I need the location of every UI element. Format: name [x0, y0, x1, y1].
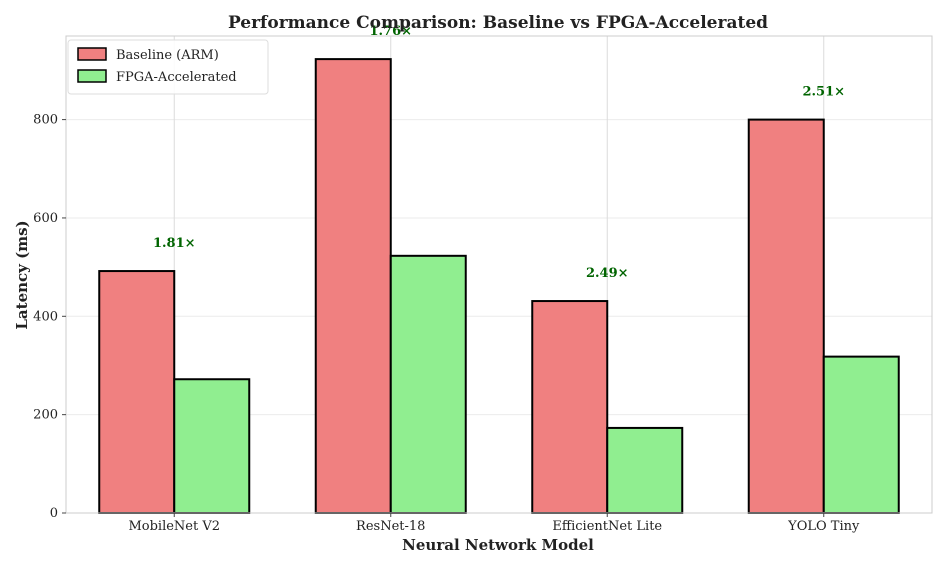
legend: Baseline (ARM) FPGA-Accelerated: [67, 39, 269, 95]
bar-fpga: [389, 254, 467, 514]
bar-fpga: [606, 426, 684, 515]
bars: [98, 58, 900, 515]
plot-frame: [65, 35, 933, 514]
x-tick-label: ResNet-18: [356, 519, 425, 534]
bar-baseline: [747, 118, 825, 515]
y-axis-label: Latency (ms): [13, 220, 31, 329]
x-tick-label: YOLO Tiny: [787, 519, 860, 534]
bar-baseline: [98, 270, 176, 514]
y-tick-label: 800: [33, 113, 58, 128]
axes: [65, 35, 933, 514]
bar-fpga: [822, 355, 900, 514]
bar-baseline: [531, 300, 609, 514]
legend-swatch-fpga: [77, 69, 107, 83]
legend-label-baseline: Baseline (ARM): [116, 48, 219, 63]
speedup-label: 2.49×: [586, 266, 629, 281]
ticks: 0 200 400 600 800 MobileNet V2 ResNet-18 Effici…: [33, 113, 860, 534]
bar-fpga: [173, 378, 251, 514]
y-tick-label: 200: [33, 408, 58, 423]
speedup-annotations: 1.81× 1.76× 2.49× 2.51×: [153, 24, 845, 281]
legend-swatch-baseline: [77, 47, 107, 61]
y-tick-label: 0: [50, 506, 58, 521]
bar-baseline: [314, 58, 392, 515]
chart-title: Performance Comparison: Baseline vs FPGA…: [228, 13, 768, 33]
speedup-label: 1.81×: [153, 236, 196, 251]
speedup-label: 1.76×: [369, 24, 412, 39]
legend-box: [67, 39, 269, 95]
legend-label-fpga: FPGA-Accelerated: [116, 70, 237, 85]
y-tick-label: 400: [33, 309, 58, 324]
x-axis-label: Neural Network Model: [402, 536, 594, 554]
y-tick-label: 600: [33, 211, 58, 226]
x-tick-label: MobileNet V2: [128, 519, 220, 534]
x-tick-label: EfficientNet Lite: [552, 519, 662, 534]
speedup-label: 2.51×: [802, 85, 845, 100]
